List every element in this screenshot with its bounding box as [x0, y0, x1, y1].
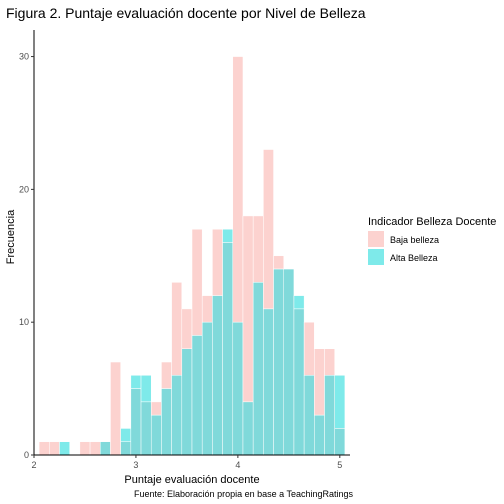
legend-label: Alta Belleza: [390, 253, 438, 263]
bar-alta-belleza: [222, 228, 234, 243]
bar-overlap: [161, 388, 172, 456]
bar-overlap: [212, 295, 223, 456]
bar-baja-belleza: [201, 295, 213, 323]
bar-overlap: [303, 375, 315, 456]
y-axis-title: Frecuencia: [5, 209, 17, 264]
bar-baja-belleza: [324, 348, 335, 376]
bar-baja-belleza: [191, 228, 203, 336]
bar-overlap: [181, 348, 193, 456]
bar-baja-belleza: [242, 215, 254, 403]
bar-overlap: [232, 321, 244, 456]
bar-overlap: [120, 441, 132, 456]
legend-label: Baja belleza: [390, 235, 439, 245]
x-axis: 2 3 4 5: [31, 455, 342, 470]
bar-baja-belleza: [314, 348, 325, 416]
bar-baja-belleza: [150, 401, 162, 416]
bar-baja-belleza: [110, 361, 121, 456]
bar-baja-belleza: [273, 255, 284, 270]
bar-overlap: [314, 414, 325, 456]
bar-overlap: [100, 441, 111, 456]
bar-overlap: [293, 308, 305, 456]
bar-alta-belleza: [334, 375, 346, 429]
bar-baja-belleza: [161, 361, 172, 389]
legend-swatch: [368, 231, 384, 247]
legend: Indicador Belleza Docente Baja belleza Al…: [368, 216, 496, 265]
bar-overlap: [140, 401, 152, 456]
bar-overlap: [150, 414, 162, 456]
bar-baja-belleza: [49, 441, 60, 456]
y-tick-label: 20: [19, 184, 29, 194]
bar-baja-belleza: [263, 149, 274, 310]
plot-area: [33, 30, 350, 456]
x-tick-label: 4: [235, 460, 240, 470]
bar-alta-belleza: [120, 428, 132, 442]
bar-baja-belleza: [38, 441, 50, 456]
bar-alta-belleza: [293, 295, 305, 310]
bar-baja-belleza: [303, 321, 315, 376]
bar-overlap: [324, 375, 335, 456]
bar-baja-belleza: [212, 228, 223, 296]
bar-overlap: [242, 401, 254, 456]
chart-caption: Fuente: Elaboración propia en base a Tea…: [134, 489, 353, 499]
bar-overlap: [263, 308, 274, 456]
bar-overlap: [283, 268, 295, 456]
bar-overlap: [252, 282, 264, 456]
bar-overlap: [130, 388, 142, 456]
bar-baja-belleza: [79, 441, 91, 456]
bar-alta-belleza: [59, 441, 70, 456]
bar-overlap: [201, 321, 213, 456]
bar-baja-belleza: [171, 282, 183, 376]
x-tick-label: 5: [337, 460, 342, 470]
y-axis: 0 10 20 30: [19, 52, 34, 460]
bar-alta-belleza: [130, 375, 142, 389]
legend-title: Indicador Belleza Docente: [368, 216, 496, 228]
x-axis-title: Puntaje evaluación docente: [124, 474, 259, 486]
bar-overlap: [191, 335, 203, 456]
bar-baja-belleza: [252, 215, 264, 283]
y-tick-label: 10: [19, 317, 29, 327]
y-tick-label: 30: [19, 52, 29, 62]
bar-overlap: [334, 428, 346, 456]
bar-baja-belleza: [181, 308, 193, 349]
bar-baja-belleza: [89, 441, 101, 456]
bar-overlap: [171, 375, 183, 456]
bar-alta-belleza: [140, 375, 152, 403]
bar-overlap: [222, 242, 234, 456]
y-tick-label: 0: [24, 450, 29, 460]
x-tick-label: 3: [133, 460, 138, 470]
bar-baja-belleza: [232, 56, 244, 323]
legend-swatch: [368, 249, 384, 265]
x-tick-label: 2: [31, 460, 36, 470]
bar-overlap: [273, 268, 284, 456]
chart-title: Figura 2. Puntaje evaluación docente por…: [6, 5, 366, 21]
